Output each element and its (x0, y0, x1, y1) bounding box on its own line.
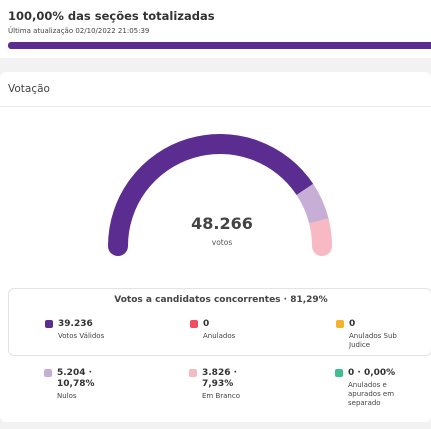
concorrentes-title: Votos a candidatos concorrentes · 81,29% (114, 295, 328, 305)
stat-nulos: 5.204 · 10,78% Nulos (44, 368, 164, 401)
stat-value: 3.826 · 7,93% (202, 368, 238, 389)
stat-value: 39.236 (58, 319, 93, 329)
stat-votos-validos: 39.236 Votos Válidos (45, 319, 165, 341)
stat-value: 5.204 · 10,78% (57, 368, 95, 389)
stat-anulados-separado: 0 · 0,00% Anulados e apurados em separad… (335, 368, 415, 408)
stat-label: Votos Válidos (58, 332, 105, 340)
totalization-title: 100,00% das seções totalizadas (8, 9, 215, 23)
anulados-separado-swatch (335, 369, 343, 377)
em-branco-swatch (189, 369, 197, 377)
gauge-cap-start (108, 236, 128, 256)
stat-label: Anulados e apurados em separado (348, 381, 395, 407)
votos-validos-swatch (45, 320, 53, 328)
section-divider (0, 106, 431, 107)
total-votes-label: votos (211, 238, 233, 247)
last-update-text: Última atualização 02/10/2022 21:05:39 (8, 27, 150, 35)
votacao-title: Votação (8, 83, 50, 95)
stat-em-branco: 3.826 · 7,93% Em Branco (189, 368, 309, 401)
totalization-progress-bar (8, 42, 431, 49)
stat-anulados: 0 Anulados (190, 319, 300, 341)
anulados-swatch (190, 320, 198, 328)
total-votes-value: 48.266 (191, 214, 253, 233)
stat-label: Nulos (57, 392, 77, 400)
stat-label: Em Branco (202, 392, 241, 400)
stat-value: 0 (203, 319, 210, 329)
totalization-progress-fill (8, 42, 431, 49)
concorrentes-box: Votos a candidatos concorrentes · 81,29%… (8, 288, 431, 356)
stat-label: Anulados (203, 332, 236, 340)
votacao-card: Votação 48.266 votos Votos a candidatos … (0, 72, 431, 422)
gauge-segment-1 (296, 183, 329, 224)
totalization-card: 100,00% das seções totalizadas Última at… (0, 0, 431, 58)
gauge-cap-end (312, 236, 332, 256)
votes-gauge (108, 134, 332, 256)
anulados-sub-judice-swatch (336, 320, 344, 328)
stat-value: 0 · 0,00% (348, 368, 396, 378)
stat-label: Anulados Sub Judice (349, 332, 397, 349)
stat-value: 0 (349, 319, 356, 329)
gauge-segment-0 (108, 134, 314, 247)
stat-anulados-sub-judice: 0 Anulados Sub Judice (336, 319, 416, 350)
nulos-swatch (44, 369, 52, 377)
